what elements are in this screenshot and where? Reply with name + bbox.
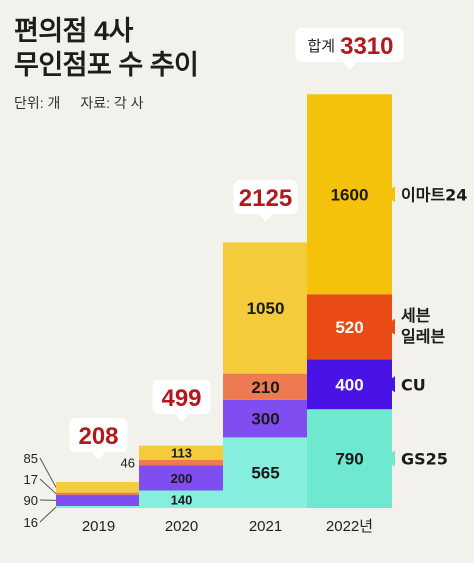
value-label-emart24-2: 1050 — [247, 299, 285, 318]
bar-gs25-0 — [56, 506, 141, 508]
x-tick-0: 2019 — [82, 518, 115, 535]
bar-cu-2 — [223, 399, 308, 438]
value-label-seven-eleven-1: 46 — [121, 456, 135, 471]
value-label-cu-2: 300 — [251, 410, 279, 429]
chart-title-line-2: 무인점포 수 추이 — [14, 50, 199, 80]
bar-seven-eleven-3 — [307, 294, 392, 360]
legend-label-seven-eleven-2: 일레븐 — [401, 327, 445, 346]
legend-marker-seven-eleven — [383, 318, 395, 335]
value-label-cu-3: 400 — [335, 375, 363, 394]
legend-marker-gs25 — [383, 450, 395, 467]
legend-label-emart24: 이마트24 — [401, 185, 467, 204]
value-label-seven-eleven-2: 210 — [251, 378, 279, 397]
value-label-seven-eleven-0: 17 — [24, 472, 38, 487]
legend-label-seven-eleven-1: 세븐 — [401, 306, 431, 325]
total-callout-0 — [69, 418, 128, 460]
bar-emart24-0 — [56, 482, 141, 493]
legend-label-cu: CU — [401, 375, 426, 394]
bar-gs25-2 — [223, 437, 308, 509]
bar-emart24-3 — [307, 94, 392, 295]
bar-seven-eleven-0 — [56, 492, 141, 495]
value-label-emart24-3: 1600 — [331, 185, 369, 204]
value-label-emart24-1: 113 — [171, 446, 192, 461]
total-value-3: 3310 — [340, 33, 393, 60]
x-tick-2: 2021 — [249, 518, 282, 535]
total-callout-2 — [233, 180, 298, 222]
chart-title-line-1: 편의점 4사 — [14, 16, 133, 46]
value-label-seven-eleven-3: 520 — [335, 318, 363, 337]
leader-line-seven-eleven-0 — [39, 478, 57, 495]
legend-label-gs25: GS25 — [401, 450, 448, 469]
value-label-emart24-0: 85 — [24, 451, 38, 466]
bar-seven-eleven-1 — [139, 459, 224, 466]
value-label-cu-0: 90 — [24, 493, 38, 508]
bar-seven-eleven-2 — [223, 373, 308, 400]
value-label-gs25-0: 16 — [24, 515, 38, 530]
bar-emart24-2 — [223, 242, 308, 374]
legend-marker-cu — [383, 376, 395, 393]
unit-label: 단위: 개 — [14, 95, 61, 111]
total-callout-1 — [152, 380, 211, 422]
total-value-1: 499 — [161, 385, 201, 412]
leader-line-emart24-0 — [39, 457, 57, 488]
total-prefix: 합계 — [308, 37, 336, 55]
value-label-gs25-2: 565 — [251, 464, 279, 483]
bar-emart24-1 — [139, 445, 224, 460]
chart-meta: 단위: 개 자료: 각 사 — [14, 93, 144, 113]
total-value-0: 208 — [78, 423, 118, 450]
value-label-cu-1: 200 — [171, 471, 193, 486]
chart-title: 편의점 4사 무인점포 수 추이 — [14, 14, 199, 82]
bar-gs25-1 — [139, 490, 224, 508]
legend-marker-emart24 — [383, 186, 395, 203]
source-label: 자료: 각 사 — [80, 95, 144, 111]
total-callout-3 — [295, 28, 404, 70]
value-label-gs25-1: 140 — [171, 492, 193, 507]
x-tick-1: 2020 — [165, 518, 198, 535]
value-label-gs25-3: 790 — [335, 450, 363, 469]
bar-gs25-3 — [307, 409, 392, 508]
leader-line-gs25-0 — [39, 506, 57, 523]
total-value-2: 2125 — [239, 185, 292, 212]
bar-cu-0 — [56, 494, 141, 506]
bar-cu-3 — [307, 359, 392, 410]
bar-cu-1 — [139, 465, 224, 491]
x-tick-3: 2022년 — [326, 518, 373, 535]
